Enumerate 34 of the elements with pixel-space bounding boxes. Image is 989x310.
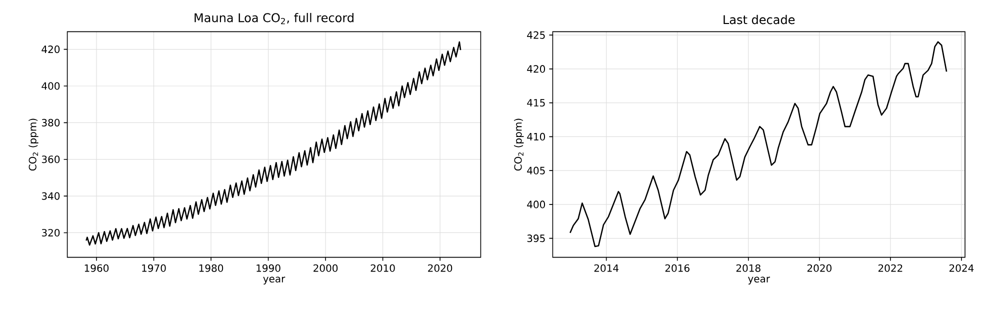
y-tick-label: 320 — [42, 228, 60, 237]
x-tick-label: 2024 — [949, 264, 974, 272]
x-tick-label: 2000 — [314, 264, 338, 272]
x-tick-label: 1990 — [256, 264, 280, 272]
x-tick-label: 2010 — [370, 264, 395, 272]
x-tick-label: 2020 — [428, 264, 452, 272]
x-tick-label: 2022 — [878, 264, 902, 272]
y-tick-label: 395 — [527, 234, 545, 242]
line-series — [86, 41, 462, 246]
y-tick-label: 420 — [42, 46, 60, 54]
y-tick-label: 400 — [42, 82, 60, 90]
x-tick-label: 2014 — [594, 264, 618, 272]
chart-title: Mauna Loa CO$_{2}$, full record — [194, 12, 354, 24]
y-tick-label: 400 — [527, 200, 546, 208]
chart-title: Last decade — [724, 14, 795, 24]
y-tick-label: 410 — [527, 132, 546, 140]
line-series — [569, 41, 948, 248]
y-tick-label: 405 — [527, 166, 545, 174]
y-tick-label: 420 — [527, 65, 546, 73]
y-axis-title: CO$_{2}$ (ppm) — [28, 118, 38, 171]
x-axis-title: year — [748, 276, 770, 284]
x-tick-label: 2016 — [665, 264, 690, 272]
y-tick-label: 340 — [42, 192, 60, 200]
y-tick-label: 360 — [42, 156, 60, 164]
y-tick-label: 415 — [527, 99, 545, 107]
x-tick-label: 1960 — [84, 264, 109, 272]
x-tick-label: 2018 — [736, 264, 760, 272]
x-tick-label: 1980 — [199, 264, 224, 272]
y-axis-title: CO$_{2}$ (ppm) — [514, 118, 524, 171]
x-tick-label: 1970 — [142, 264, 166, 272]
y-tick-label: 380 — [42, 118, 60, 126]
x-axis-title: year — [263, 276, 286, 284]
x-tick-label: 2020 — [807, 264, 832, 272]
y-tick-label: 425 — [527, 31, 545, 39]
